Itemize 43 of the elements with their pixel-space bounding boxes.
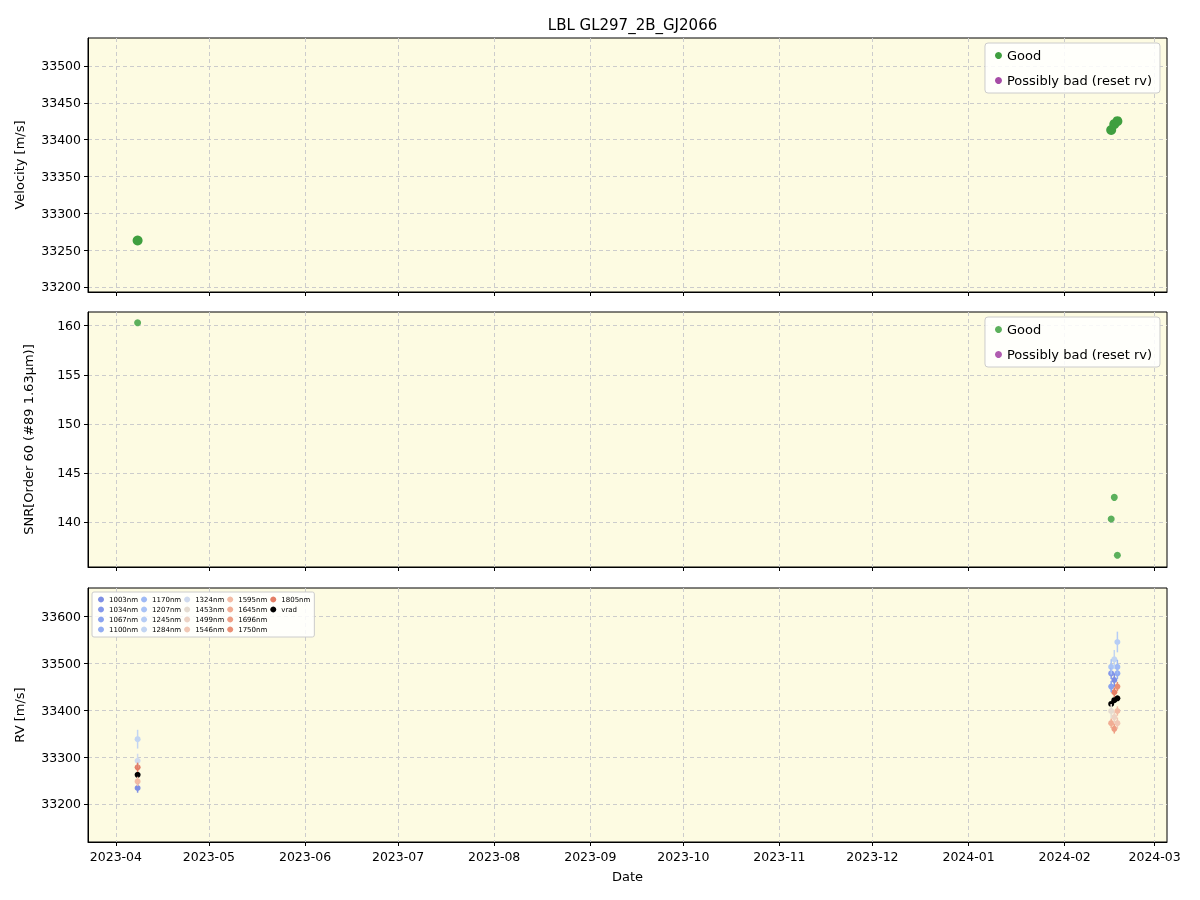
chart-title: LBL GL297_2B_GJ2066: [547, 15, 718, 35]
y-tick-label: 33200: [41, 796, 82, 812]
x-tick-label: 2024-03: [1128, 849, 1181, 864]
legend-label: Possibly bad (reset rv): [1006, 73, 1153, 88]
x-axis-title: Date: [611, 869, 644, 884]
y-tick-label: 33500: [41, 58, 82, 74]
y-tick-label: 33250: [41, 242, 82, 258]
x-tick-label: 2023-07: [371, 849, 425, 864]
x-tick-label: 2023-11: [753, 849, 806, 864]
x-tick-label: 2023-04: [89, 849, 143, 864]
x-tick-label: 2024-01: [942, 849, 995, 864]
y-tick-label: 33350: [41, 168, 82, 184]
x-tick-label: 2023-09: [564, 849, 617, 864]
x-tick-label: 2023-08: [468, 849, 521, 864]
y-tick-label: 140: [57, 514, 82, 530]
x-tick-label: 2023-06: [278, 849, 332, 864]
point: [1107, 515, 1115, 523]
legend-label: Good: [1006, 48, 1042, 63]
x-tick-label: 2023-05: [182, 849, 236, 864]
y-tick-label: 155: [57, 367, 81, 383]
point: [1113, 551, 1121, 559]
y-tick-label: 33400: [41, 702, 82, 718]
point: [134, 319, 142, 327]
point: [132, 235, 143, 246]
point: [1110, 493, 1118, 501]
y-tick-label: 33300: [41, 205, 82, 221]
y-axis-title: RV [m/s]: [12, 687, 27, 743]
y-tick-label: 150: [57, 416, 82, 432]
legend-label: Good: [1006, 322, 1042, 337]
y-tick-label: 33400: [41, 132, 82, 148]
y-tick-label: 160: [57, 318, 82, 334]
y-tick-label: 145: [57, 465, 81, 481]
x-tick-label: 2024-02: [1038, 849, 1091, 864]
y-tick-label: 33600: [41, 608, 82, 624]
y-axis-title: SNR[Order 60 (#89 1.63μm)]: [21, 344, 36, 535]
y-tick-label: 33450: [41, 95, 82, 111]
y-tick-label: 33500: [41, 655, 82, 671]
y-tick-label: 33200: [41, 279, 82, 295]
y-tick-label: 33300: [41, 749, 82, 765]
x-tick-label: 2023-12: [846, 849, 899, 864]
x-tick-label: 2023-10: [657, 849, 710, 864]
y-axis-title: Velocity [m/s]: [12, 120, 27, 210]
legend-label: Possibly bad (reset rv): [1006, 347, 1153, 362]
